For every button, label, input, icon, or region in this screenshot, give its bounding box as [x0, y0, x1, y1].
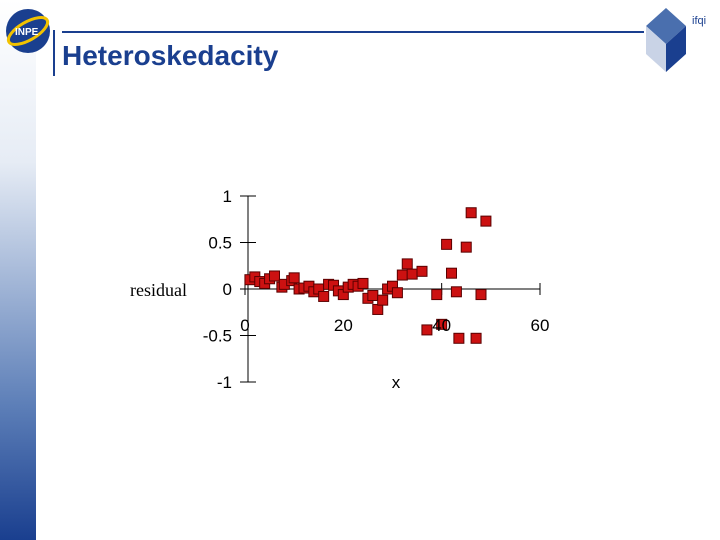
data-point — [377, 294, 389, 306]
data-point — [401, 258, 413, 270]
data-point — [367, 290, 379, 302]
x-tick-label: 20 — [334, 316, 353, 335]
data-point — [406, 268, 418, 280]
chart-labels: 1 0.5 0 -0.5 -1 0 20 40 60 residual x — [130, 187, 549, 392]
data-point — [431, 289, 443, 301]
ifqi-logo-label: ifqi — [692, 15, 707, 27]
y-tick-label: 0 — [223, 280, 232, 299]
x-axis-title: x — [392, 373, 401, 392]
data-point — [480, 215, 492, 227]
data-point — [475, 289, 487, 301]
data-point — [460, 241, 472, 253]
data-point — [453, 332, 465, 344]
data-point — [416, 265, 428, 277]
data-point — [446, 267, 457, 279]
y-tick-label: -1 — [217, 373, 232, 392]
y-tick-label: 1 — [223, 187, 232, 206]
data-point — [470, 332, 482, 344]
x-tick-label: 0 — [240, 316, 249, 335]
data-point — [436, 318, 448, 330]
data-point — [450, 286, 462, 298]
chart-points — [244, 207, 492, 344]
data-point — [372, 303, 384, 315]
data-point — [441, 238, 453, 250]
x-tick-label: 60 — [531, 316, 550, 335]
inpe-logo-icon: INPE — [6, 9, 50, 53]
data-point — [357, 277, 369, 289]
slide-title: Heteroskedacity — [62, 40, 279, 71]
y-tick-label: -0.5 — [203, 327, 232, 346]
svg-text:INPE: INPE — [15, 27, 39, 38]
ifqi-logo-icon — [646, 8, 686, 72]
y-tick-label: 0.5 — [208, 234, 232, 253]
data-point — [288, 272, 300, 284]
data-point — [396, 269, 408, 281]
title-top-rule — [62, 31, 644, 33]
data-point — [465, 207, 477, 219]
slide-sidebar-gradient — [0, 0, 36, 540]
title-vertical-rule — [53, 30, 55, 76]
data-point — [318, 290, 330, 302]
x-tick-label: 40 — [432, 316, 451, 335]
data-point — [391, 287, 403, 299]
y-axis-title: residual — [130, 280, 187, 300]
data-point — [269, 270, 280, 282]
data-point — [421, 324, 433, 336]
